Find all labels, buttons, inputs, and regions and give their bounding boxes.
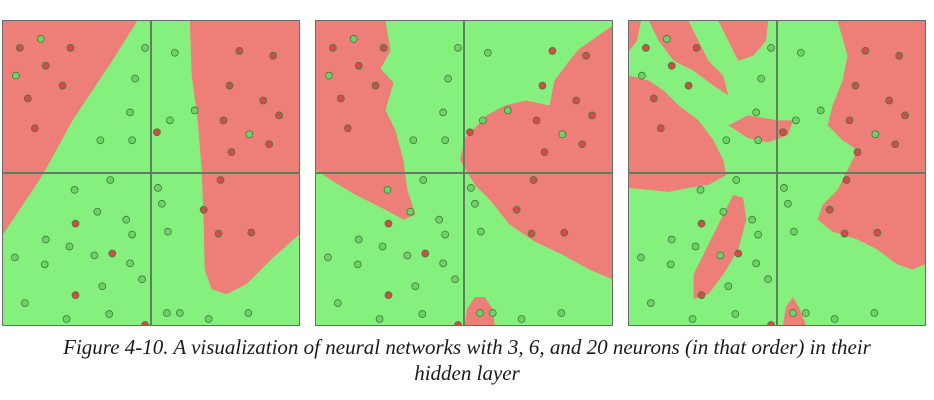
data-points [11, 35, 284, 325]
red-region [817, 21, 925, 270]
panel-6-neurons [315, 20, 613, 326]
red-region [316, 21, 416, 220]
caption-line-2: hidden layer [414, 361, 520, 385]
red-region [718, 21, 769, 61]
figure-caption: Figure 4-10. A visualization of neural n… [0, 334, 934, 386]
decision-boundary-plot [316, 21, 612, 325]
red-region [460, 25, 612, 280]
decision-boundary-plot [629, 21, 925, 325]
figure-panels [2, 20, 926, 326]
red-region [189, 21, 299, 295]
panel-3-neurons [2, 20, 300, 326]
red-region [693, 194, 747, 300]
caption-line-1: Figure 4-10. A visualization of neural n… [63, 335, 871, 359]
red-region [3, 21, 138, 235]
data-points [324, 35, 597, 325]
decision-boundary-plot [3, 21, 299, 325]
red-region [629, 75, 727, 192]
panel-20-neurons [628, 20, 926, 326]
red-region [629, 21, 641, 51]
data-points [637, 35, 910, 325]
